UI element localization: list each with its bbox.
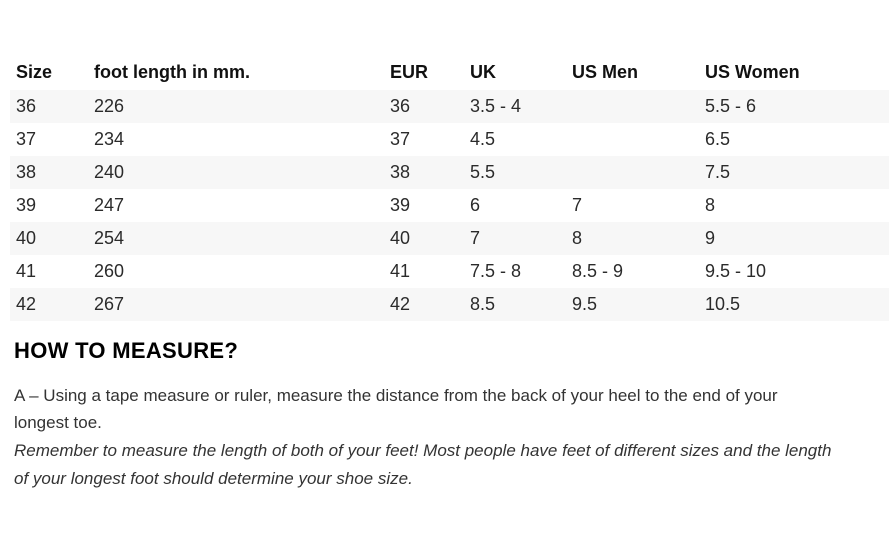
cell-us-men: 8.5 - 9 [572, 261, 624, 281]
cell-foot-length: 240 [94, 162, 125, 182]
cell-uk: 7 [470, 228, 481, 248]
cell-us-men: 8 [572, 228, 583, 248]
cell-uk: 5.5 [470, 162, 496, 182]
cell-eur: 40 [390, 228, 411, 248]
column-header-us-men: US Men [572, 62, 639, 82]
cell-eur: 38 [390, 162, 411, 182]
cell-eur: 37 [390, 129, 411, 149]
cell-us-men: 9.5 [572, 294, 598, 314]
cell-us-women: 6.5 [705, 129, 731, 149]
cell-uk: 6 [470, 195, 481, 215]
cell-size: 40 [16, 228, 37, 248]
column-header-foot-length: foot length in mm. [94, 62, 250, 82]
cell-uk: 4.5 [470, 129, 496, 149]
measure-instruction-paragraph: A – Using a tape measure or ruler, measu… [14, 382, 889, 436]
table-row-36: 36 226 36 3.5 - 4 5.5 - 6 [10, 90, 889, 123]
note-line-1: Remember to measure the length of both o… [14, 441, 832, 460]
cell-us-women: 9 [705, 228, 716, 248]
instruction-line-1: A – Using a tape measure or ruler, measu… [14, 386, 778, 405]
cell-size: 36 [16, 96, 37, 116]
table-row-40: 40 254 40 7 8 9 [10, 222, 889, 255]
note-line-2: of your longest foot should determine yo… [14, 469, 413, 488]
cell-foot-length: 226 [94, 96, 125, 116]
cell-us-women: 9.5 - 10 [705, 261, 767, 281]
instruction-line-2: longest toe. [14, 413, 102, 432]
cell-foot-length: 234 [94, 129, 125, 149]
cell-us-men [566, 90, 699, 123]
cell-us-women: 10.5 [705, 294, 741, 314]
cell-foot-length: 267 [94, 294, 125, 314]
column-header-eur: EUR [390, 62, 429, 82]
how-to-measure-heading: HOW TO MEASURE? [14, 338, 239, 363]
cell-eur: 42 [390, 294, 411, 314]
cell-us-men [566, 123, 699, 156]
table-header-row: Size foot length in mm. EUR UK US Men US… [10, 55, 889, 90]
measure-note-paragraph: Remember to measure the length of both o… [14, 437, 889, 493]
table-row-42: 42 267 42 8.5 9.5 10.5 [10, 288, 889, 321]
cell-us-women: 5.5 - 6 [705, 96, 757, 116]
table-row-41: 41 260 41 7.5 - 8 8.5 - 9 9.5 - 10 [10, 255, 889, 288]
cell-size: 38 [16, 162, 37, 182]
table-row-39: 39 247 39 6 7 8 [10, 189, 889, 222]
cell-us-women: 8 [705, 195, 716, 215]
cell-foot-length: 260 [94, 261, 125, 281]
cell-eur: 41 [390, 261, 411, 281]
cell-us-men: 7 [572, 195, 583, 215]
table-row-38: 38 240 38 5.5 7.5 [10, 156, 889, 189]
column-header-size: Size [16, 62, 53, 82]
cell-uk: 3.5 - 4 [470, 96, 522, 116]
cell-size: 42 [16, 294, 37, 314]
how-to-measure-section: HOW TO MEASURE? A – Using a tape measure… [14, 338, 889, 493]
cell-size: 39 [16, 195, 37, 215]
shoe-size-chart-table: Size foot length in mm. EUR UK US Men US… [10, 55, 889, 321]
cell-size: 37 [16, 129, 37, 149]
cell-foot-length: 254 [94, 228, 125, 248]
table-row-37: 37 234 37 4.5 6.5 [10, 123, 889, 156]
column-header-uk: UK [470, 62, 496, 82]
cell-us-men [566, 156, 699, 189]
cell-uk: 8.5 [470, 294, 496, 314]
cell-eur: 36 [390, 96, 411, 116]
cell-size: 41 [16, 261, 37, 281]
cell-uk: 7.5 - 8 [470, 261, 522, 281]
cell-eur: 39 [390, 195, 411, 215]
cell-us-women: 7.5 [705, 162, 731, 182]
column-header-us-women: US Women [705, 62, 800, 82]
cell-foot-length: 247 [94, 195, 125, 215]
